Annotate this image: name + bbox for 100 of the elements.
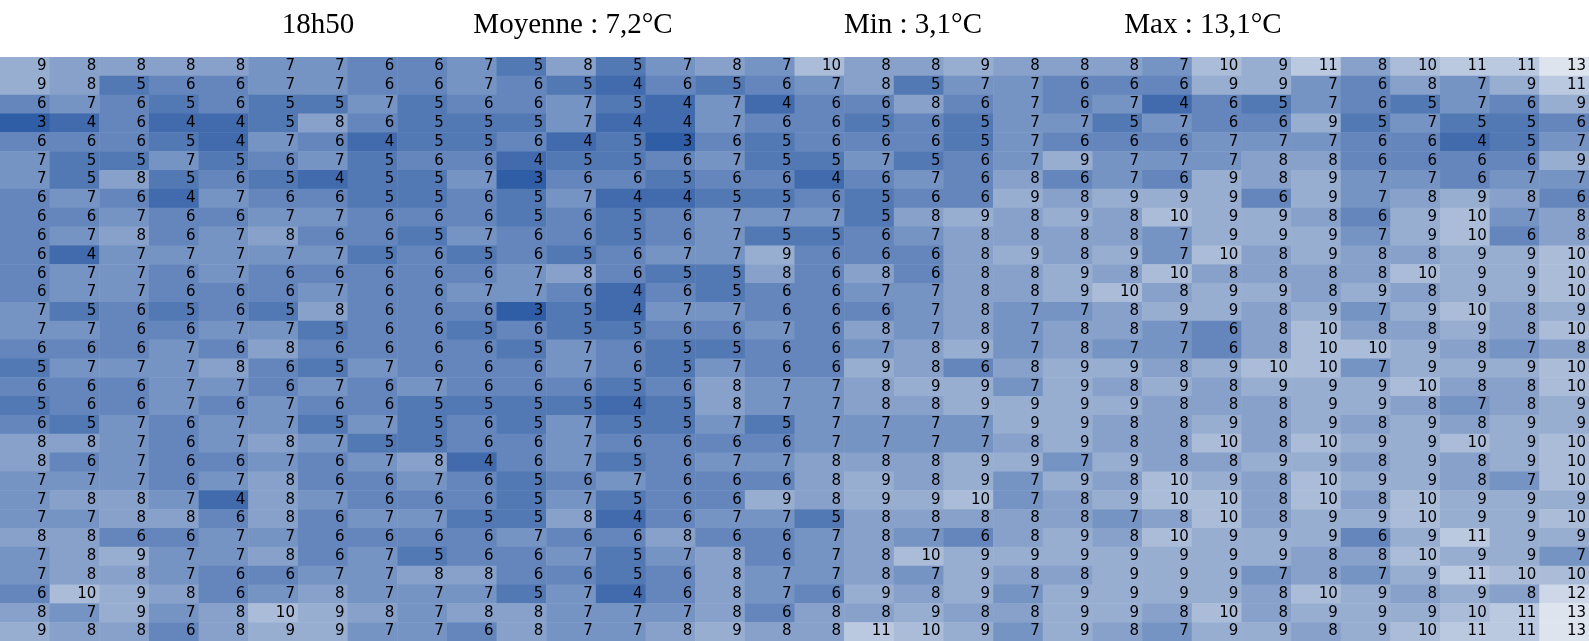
data-label: 5 <box>632 56 643 75</box>
data-label: 9 <box>1427 414 1438 433</box>
data-label: 9 <box>881 470 891 489</box>
data-label: 8 <box>1477 414 1487 433</box>
data-label: 6 <box>484 338 494 357</box>
data-label: 8 <box>980 301 991 320</box>
data-label: 6 <box>434 320 444 339</box>
data-label: 6 <box>484 376 494 395</box>
data-label: 9 <box>930 489 941 508</box>
data-label: 9 <box>1328 451 1338 470</box>
data-label: 7 <box>186 244 196 263</box>
data-label: 9 <box>980 546 991 565</box>
data-label: 7 <box>732 414 742 433</box>
data-label: 6 <box>682 376 693 395</box>
data-label: 8 <box>1179 395 1189 414</box>
data-label: 8 <box>1278 470 1289 489</box>
data-label: 7 <box>136 414 146 433</box>
data-label: 8 <box>831 470 842 489</box>
data-label: 9 <box>1377 508 1388 527</box>
data-label: 8 <box>1030 527 1040 546</box>
data-label: 8 <box>1526 301 1537 320</box>
data-label: 6 <box>136 131 146 150</box>
data-label: 8 <box>1377 414 1388 433</box>
data-label: 9 <box>1526 414 1537 433</box>
data-label: 6 <box>533 75 544 94</box>
data-label: 7 <box>1328 93 1338 112</box>
data-label: 10 <box>1417 508 1438 527</box>
data-label: 7 <box>583 451 593 470</box>
data-label: 8 <box>1328 621 1338 640</box>
data-label: 6 <box>335 225 345 244</box>
data-label: 8 <box>235 56 246 75</box>
data-label: 8 <box>335 583 345 602</box>
data-label: 7 <box>1030 470 1040 489</box>
data-label: 7 <box>1377 225 1388 244</box>
data-label: 7 <box>384 414 395 433</box>
data-label: 5 <box>781 150 792 169</box>
data-label: 8 <box>930 207 941 226</box>
data-label: 7 <box>335 489 345 508</box>
data-label: 6 <box>881 225 891 244</box>
data-label: 5 <box>186 131 196 150</box>
data-label: 8 <box>1129 621 1140 640</box>
data-label: 9 <box>1328 602 1338 621</box>
data-label: 6 <box>434 489 444 508</box>
data-label: 11 <box>871 621 891 640</box>
data-label: 9 <box>980 564 991 583</box>
data-label: 7 <box>781 376 792 395</box>
data-label: 8 <box>781 263 792 282</box>
data-label: 6 <box>484 188 494 207</box>
data-label: 7 <box>1129 93 1140 112</box>
data-label: 6 <box>632 357 643 376</box>
data-label: 10 <box>1169 489 1189 508</box>
data-label: 9 <box>980 621 991 640</box>
data-label: 10 <box>1219 602 1239 621</box>
data-label: 7 <box>732 451 742 470</box>
data-label: 6 <box>533 244 544 263</box>
data-label: 9 <box>335 602 345 621</box>
data-label: 8 <box>1030 225 1040 244</box>
data-label: 8 <box>1079 508 1090 527</box>
data-label: 7 <box>930 301 941 320</box>
data-label: 7 <box>37 546 47 565</box>
data-label: 6 <box>583 527 593 546</box>
data-label: 6 <box>682 75 693 94</box>
data-label: 5 <box>434 131 444 150</box>
data-label: 5 <box>484 320 494 339</box>
data-label: 7 <box>1328 75 1338 94</box>
data-label: 9 <box>1228 225 1239 244</box>
data-label: 7 <box>136 263 146 282</box>
data-label: 6 <box>781 169 792 188</box>
data-label: 8 <box>732 56 742 75</box>
data-label: 7 <box>881 433 891 452</box>
data-label: 7 <box>1377 169 1388 188</box>
data-label: 8 <box>1526 188 1537 207</box>
data-label: 4 <box>533 150 544 169</box>
data-label: 7 <box>1030 112 1040 131</box>
data-label: 9 <box>37 56 47 75</box>
data-label: 10 <box>1318 357 1338 376</box>
data-label: 7 <box>335 56 345 75</box>
data-label: 10 <box>1467 602 1487 621</box>
data-label: 5 <box>632 414 643 433</box>
data-label: 6 <box>384 263 395 282</box>
data-label: 8 <box>1129 56 1140 75</box>
data-label: 5 <box>335 357 345 376</box>
data-label: 6 <box>533 376 544 395</box>
data-label: 6 <box>781 75 792 94</box>
data-label: 9 <box>1377 282 1388 301</box>
data-label: 6 <box>533 546 544 565</box>
data-label: 9 <box>1328 527 1338 546</box>
data-label: 8 <box>1278 169 1289 188</box>
data-label: 7 <box>1377 301 1388 320</box>
data-label: 8 <box>1179 414 1189 433</box>
data-label: 7 <box>285 395 295 414</box>
data-label: 8 <box>484 602 494 621</box>
data-label: 5 <box>632 489 643 508</box>
data-label: 4 <box>632 301 643 320</box>
data-label: 8 <box>86 546 97 565</box>
data-label: 6 <box>136 188 146 207</box>
data-label: 5 <box>1129 112 1140 131</box>
data-label: 7 <box>186 564 196 583</box>
data-label: 6 <box>484 489 494 508</box>
data-label: 7 <box>186 376 196 395</box>
